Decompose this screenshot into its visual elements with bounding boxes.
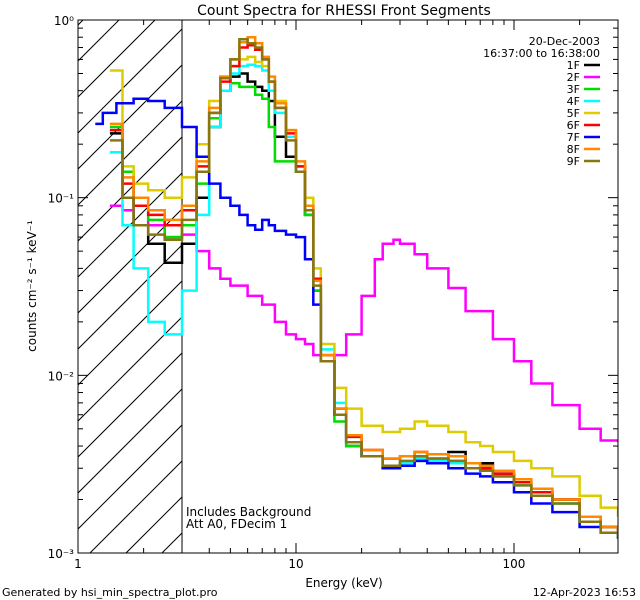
- hatch-line: [89, 460, 183, 553]
- series-2f: [109, 204, 618, 443]
- hatch-line: [78, 20, 120, 62]
- hatch-line: [78, 244, 183, 350]
- series-8f: [109, 35, 618, 533]
- x-tick-label: 10: [288, 557, 303, 571]
- hatch-line: [78, 388, 183, 494]
- legend-label: 3F: [567, 83, 580, 96]
- legend-label: 6F: [567, 119, 580, 132]
- footer-timestamp: 12-Apr-2023 16:53: [533, 586, 636, 599]
- hatch-line: [78, 424, 183, 530]
- footer-generated-by: Generated by hsi_min_spectra_plot.pro: [2, 586, 218, 599]
- legend-label: 9F: [567, 155, 580, 168]
- legend-label: 4F: [567, 95, 580, 108]
- x-axis-label: Energy (keV): [305, 576, 382, 590]
- x-tick-label: 1: [74, 557, 82, 571]
- note-attenuator: Att A0, FDecim 1: [186, 517, 287, 531]
- y-axis: 10⁰ 10⁻¹ 10⁻² 10⁻³: [48, 14, 618, 561]
- y-tick-label: 10⁻¹: [48, 192, 75, 206]
- hatch-line: [78, 20, 84, 26]
- legend-label: 5F: [567, 107, 580, 120]
- series-1f: [109, 72, 618, 533]
- info-date: 20-Dec-2003: [529, 35, 600, 48]
- series-layer: [95, 35, 618, 539]
- hatch-line: [78, 100, 183, 206]
- hatch-line: [78, 280, 183, 386]
- series-5f: [109, 55, 618, 517]
- x-tick-label: 100: [503, 557, 526, 571]
- hatch-line: [78, 64, 183, 170]
- hatch-line: [78, 28, 183, 134]
- y-tick-label: 10⁰: [54, 14, 74, 28]
- y-tick-label: 10⁻³: [48, 547, 75, 561]
- series-6f: [109, 44, 618, 533]
- plot-frame: [77, 19, 619, 554]
- series-7f: [95, 97, 618, 539]
- legend-label: 1F: [567, 59, 580, 72]
- hatch-line: [0, 20, 11, 553]
- y-axis-label: counts cm⁻² s⁻¹ keV⁻¹: [25, 220, 39, 352]
- hatch-line: [0, 20, 47, 553]
- info-box: 20-Dec-2003 16:37:00 to 16:38:00: [483, 35, 600, 60]
- legend-label: 7F: [567, 131, 580, 144]
- note-background: Includes Background: [186, 505, 311, 519]
- hatch-line: [78, 352, 183, 458]
- legend-label: 8F: [567, 143, 580, 156]
- chart-title: Count Spectra for RHESSI Front Segments: [197, 3, 491, 19]
- legend-label: 2F: [567, 71, 580, 84]
- hatch-line: [78, 208, 183, 314]
- series-9f: [109, 37, 618, 539]
- hatch-line: [125, 496, 183, 553]
- series-3f: [109, 82, 618, 533]
- x-axis: 1 10 100: [74, 20, 619, 571]
- info-time-range: 16:37:00 to 16:38:00: [483, 47, 600, 60]
- y-tick-label: 10⁻²: [48, 369, 75, 383]
